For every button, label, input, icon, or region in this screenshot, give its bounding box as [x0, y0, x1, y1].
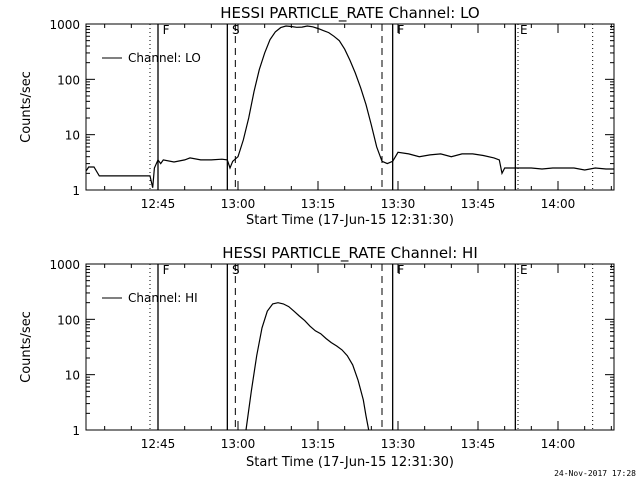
- x-tick-label: 14:00: [541, 197, 576, 211]
- x-tick-label: 13:45: [461, 197, 496, 211]
- y-tick-label: 1000: [49, 18, 80, 32]
- y-tick-label: 1: [72, 184, 80, 198]
- x-axis-label: Start Time (17-Jun-15 12:31:30): [246, 455, 454, 470]
- series-line: [245, 302, 370, 431]
- y-axis-label: Counts/sec: [19, 311, 34, 383]
- x-tick-label: 13:30: [381, 197, 416, 211]
- x-tick-label: 12:45: [141, 437, 176, 451]
- marker-annotation: S: [232, 263, 240, 277]
- marker-annotation: S: [232, 23, 240, 37]
- marker-annotation: F: [163, 23, 170, 37]
- x-tick-label: 13:15: [301, 197, 336, 211]
- x-tick-label: 14:00: [541, 437, 576, 451]
- marker-annotation: F: [163, 263, 170, 277]
- chart-title: HESSI PARTICLE_RATE Channel: HI: [222, 244, 478, 263]
- x-tick-label: 13:30: [381, 437, 416, 451]
- x-tick-label: 13:00: [221, 197, 256, 211]
- plot-frame: [85, 23, 615, 191]
- legend-label: Channel: HI: [128, 291, 198, 305]
- marker-annotation: E: [520, 23, 528, 37]
- footer-timestamp: 24-Nov-2017 17:28: [554, 469, 636, 478]
- y-tick-label: 1: [72, 424, 80, 438]
- y-tick-label: 100: [57, 73, 80, 87]
- y-tick-label: 100: [57, 313, 80, 327]
- plot-frame: [85, 263, 615, 431]
- x-axis-label: Start Time (17-Jun-15 12:31:30): [246, 213, 454, 228]
- legend-label: Channel: LO: [128, 51, 201, 65]
- chart-title: HESSI PARTICLE_RATE Channel: LO: [220, 4, 479, 23]
- y-axis-label: Counts/sec: [19, 71, 34, 143]
- y-tick-label: 10: [65, 129, 80, 143]
- marker-annotation: F: [397, 23, 404, 37]
- y-tick-label: 10: [65, 369, 80, 383]
- x-tick-label: 13:00: [221, 437, 256, 451]
- x-tick-label: 13:45: [461, 437, 496, 451]
- marker-annotation: F: [397, 263, 404, 277]
- y-tick-label: 1000: [49, 258, 80, 272]
- panel-hi: HESSI PARTICLE_RATE Channel: HI 1 10 100 100…: [19, 244, 615, 470]
- x-tick-label: 12:45: [141, 197, 176, 211]
- x-tick-label: 13:15: [301, 437, 336, 451]
- panel-lo: HESSI PARTICLE_RATE Channel: LO 1 10 100 100…: [19, 4, 615, 228]
- series-line: [85, 25, 614, 188]
- marker-annotation: E: [520, 263, 528, 277]
